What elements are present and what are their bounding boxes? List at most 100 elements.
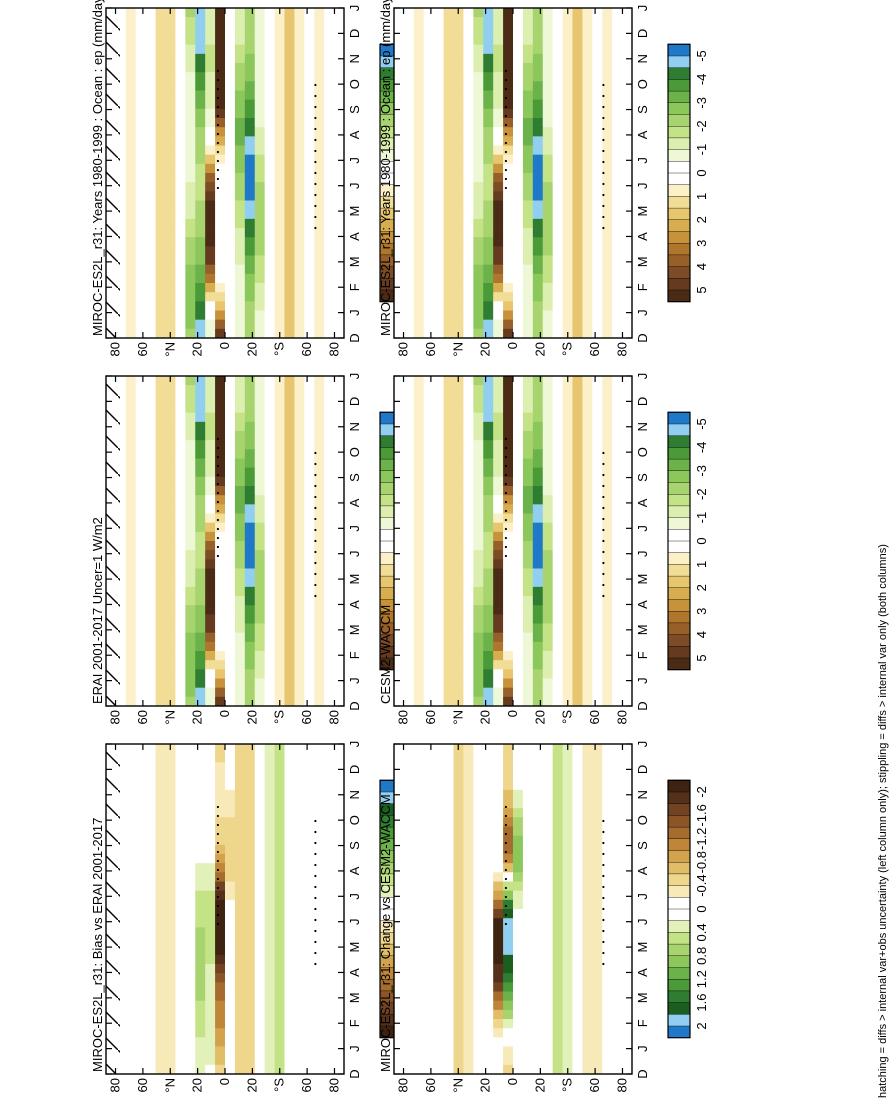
colorbar-label: -1 (694, 512, 709, 524)
colorbar: 5 4 3 2 1 0 -1 -2 -3 -4 -5 (667, 411, 709, 671)
x-tick-label: J (635, 182, 650, 189)
colorbar-label: -2 (694, 120, 709, 132)
panel-title: MIROC-ES2L_r31: Bias vs ERAI 2001-2017 (90, 818, 105, 1072)
x-tick-label: M (635, 624, 650, 635)
x-tick-label: J (347, 893, 362, 900)
y-tick-label: 80 (396, 710, 411, 724)
x-tick-label: D (347, 701, 362, 710)
x-tick-label: M (635, 942, 650, 953)
x-tick-label: J (635, 1045, 650, 1052)
x-tick-label: J (635, 550, 650, 557)
x-tick-label: J (635, 373, 650, 380)
x-tick-label: D (635, 29, 650, 38)
x-tick-label: J (635, 309, 650, 316)
x-tick-label: O (347, 447, 362, 457)
x-tick-label: N (635, 54, 650, 63)
y-tick-label: °N (450, 342, 465, 357)
y-tick-label: 80 (108, 1078, 123, 1092)
y-tick-label: 60 (587, 710, 602, 724)
y-tick-label: 60 (587, 1078, 602, 1092)
heatmap-field (106, 743, 345, 1074)
colorbar-label: 2 (694, 1022, 709, 1029)
colorbar-label: 3 (694, 240, 709, 247)
x-tick-label: J (635, 893, 650, 900)
y-tick-label: 20 (244, 1078, 259, 1092)
x-tick-label: A (347, 600, 362, 609)
x-tick-label: S (347, 473, 362, 482)
x-tick-label: D (347, 29, 362, 38)
y-tick-label: 60 (299, 342, 314, 356)
x-tick-label: M (635, 206, 650, 217)
y-tick-label: 80 (614, 1078, 629, 1092)
x-tick-label: M (635, 992, 650, 1003)
x-tick-label: D (635, 333, 650, 342)
colorbar: 5 4 3 2 1 0 -1 -2 -3 -4 -5 (667, 43, 709, 303)
colorbar: 2 1.6 1.2 0.8 0.4 0 -0.4-0.8-1.2 -1.6 -2 (667, 779, 709, 1039)
y-tick-label: °S (560, 710, 575, 724)
colorbar-label: -1.2 (694, 828, 709, 850)
hatching (106, 8, 120, 338)
x-tick-label: A (347, 130, 362, 139)
x-axis: D J F M A M J J A S O N D J (106, 741, 362, 1079)
x-tick-label: A (347, 498, 362, 507)
panel-title: MIROC-ES2L_r31: Years 1980-1999 : Ocean … (90, 0, 105, 336)
y-tick-label: 20 (532, 710, 547, 724)
x-tick-label: N (347, 422, 362, 431)
x-tick-label: J (635, 5, 650, 12)
y-tick-label: 20 (478, 1078, 493, 1092)
y-tick-label: °N (450, 710, 465, 725)
x-tick-label: A (635, 498, 650, 507)
colorbar-label: 1 (694, 561, 709, 568)
x-tick-label: D (347, 397, 362, 406)
colorbar-label: 0 (694, 905, 709, 912)
stippling (504, 805, 605, 966)
colorbar-label: -4 (694, 442, 709, 454)
x-tick-label: S (635, 841, 650, 850)
colorbar-label: 4 (694, 631, 709, 638)
panel-title: MIROC-ES2L_r31: Change vs CESM2-WACCM (378, 794, 393, 1072)
x-tick-label: F (635, 651, 650, 659)
colorbar-label: -3 (694, 465, 709, 477)
y-tick-label: °S (560, 342, 575, 356)
x-tick-label: N (347, 54, 362, 63)
colorbar-label: -5 (694, 50, 709, 62)
panel-title: ERAI 2001-2017 Uncer=1 W/m2 (90, 517, 105, 704)
x-tick-label: J (635, 741, 650, 748)
y-tick-label: 20 (478, 342, 493, 356)
y-tick-label: 20 (244, 710, 259, 724)
colorbar-label: -0.8 (694, 851, 709, 873)
x-tick-label: D (347, 333, 362, 342)
x-tick-label: S (635, 105, 650, 114)
x-tick-label: N (635, 422, 650, 431)
y-tick-label: 80 (326, 342, 341, 356)
y-tick-label: 60 (135, 342, 150, 356)
x-axis: D J F M A M J J A S O N D J (106, 373, 362, 711)
x-tick-label: M (347, 256, 362, 267)
y-tick-label: 20 (532, 1078, 547, 1092)
y-tick-label: 20 (190, 1078, 205, 1092)
y-tick-label: 80 (614, 710, 629, 724)
x-axis: D J F M A M J J A S O N D J (394, 5, 650, 343)
y-tick-label: 80 (108, 342, 123, 356)
x-tick-label: O (635, 815, 650, 825)
x-tick-label: A (635, 866, 650, 875)
x-tick-label: A (635, 968, 650, 977)
x-tick-label: F (347, 283, 362, 291)
y-tick-label: 0 (217, 342, 232, 349)
x-tick-label: M (347, 624, 362, 635)
y-axis: 80 60 °N 20 0 20 °S 60 80 (396, 744, 629, 1093)
x-tick-label: J (347, 741, 362, 748)
x-tick-label: F (347, 651, 362, 659)
x-tick-label: A (347, 866, 362, 875)
y-tick-label: 0 (505, 1078, 520, 1085)
x-tick-label: A (635, 600, 650, 609)
colorbar-label: -0.4 (694, 874, 709, 896)
x-tick-label: J (347, 157, 362, 164)
stippling (216, 805, 317, 966)
x-tick-label: O (347, 815, 362, 825)
colorbar-label: 2 (694, 216, 709, 223)
y-tick-label: 60 (587, 342, 602, 356)
